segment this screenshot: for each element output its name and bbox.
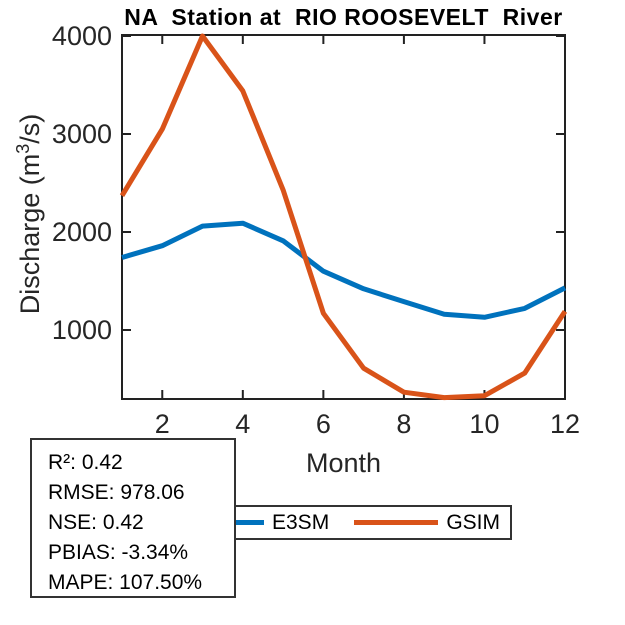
chart-title: NA Station at RIO ROOSEVELT River (124, 4, 563, 30)
gsim-line-sample (354, 520, 439, 525)
stats-box: R²: 0.42 RMSE: 978.06 NSE: 0.42 PBIAS: -… (30, 438, 236, 598)
stat-nse: NSE: 0.42 (48, 511, 144, 534)
x-tick-label: 2 (154, 409, 170, 439)
series-line-e3sm (121, 220, 567, 320)
stat-mape: MAPE: 107.50% (48, 571, 203, 594)
legend-label-gsim: GSIM (446, 510, 500, 534)
axes-box (121, 34, 566, 400)
y-tick-label: 3000 (51, 119, 112, 149)
y-tick-label: 4000 (51, 21, 112, 51)
x-tick-label: 8 (396, 409, 412, 439)
stat-pbias: PBIAS: -3.34% (48, 541, 189, 564)
stat-rmse: RMSE: 978.06 (48, 481, 185, 504)
legend-item-gsim: GSIM (354, 511, 500, 535)
legend-label-e3sm: E3SM (272, 510, 330, 534)
y-tick-label: 1000 (51, 315, 112, 345)
x-axis-label: Month (305, 448, 382, 478)
x-tick-label: 6 (315, 409, 331, 439)
stat-r2: R²: 0.42 (48, 451, 123, 474)
x-tick-label: 10 (469, 409, 500, 439)
x-tick-label: 12 (549, 409, 581, 439)
series-line-gsim (119, 33, 568, 401)
x-tick-label: 4 (235, 409, 251, 439)
y-tick-label: 2000 (51, 217, 112, 247)
